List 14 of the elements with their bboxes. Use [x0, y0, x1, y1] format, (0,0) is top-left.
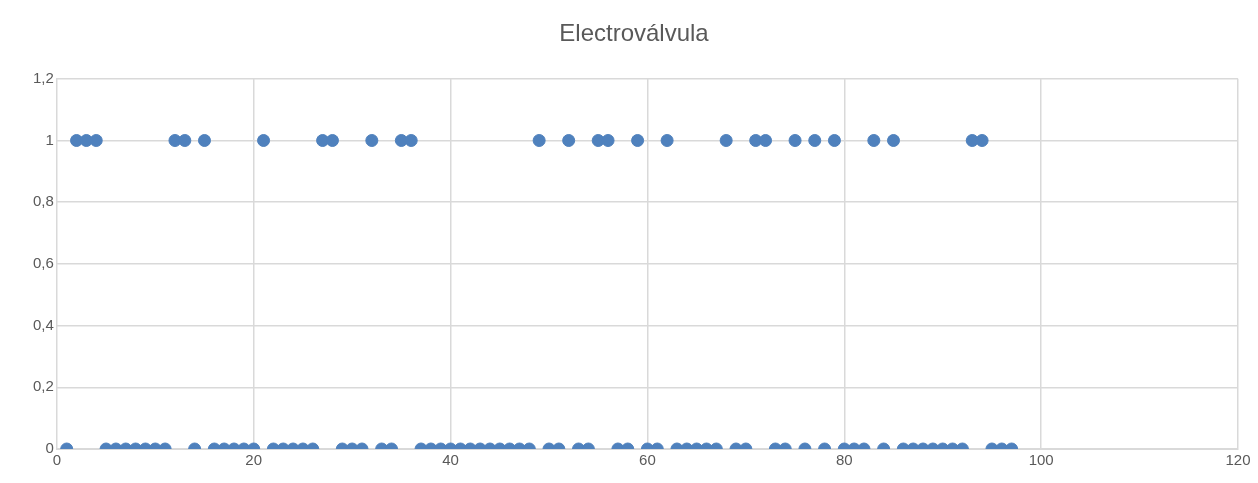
y-tick-label: 1 [45, 130, 54, 148]
x-tick-label: 20 [245, 451, 263, 469]
y-tick-label: 0,6 [32, 254, 54, 272]
x-tick-label: 80 [835, 451, 853, 469]
y-tick-label: 0,2 [32, 377, 54, 395]
x-tick-label: 120 [1225, 451, 1251, 469]
y-tick-label: 0,4 [32, 315, 54, 333]
y-tick-label: 0,8 [32, 192, 54, 210]
chart-title: Electroválvula [559, 19, 710, 47]
x-tick-label: 60 [639, 451, 656, 469]
x-tick-label: 40 [442, 451, 459, 469]
x-tick-label: 100 [1028, 451, 1054, 469]
y-tick-label: 0 [45, 439, 54, 457]
y-tick-label: 1,2 [32, 68, 54, 86]
